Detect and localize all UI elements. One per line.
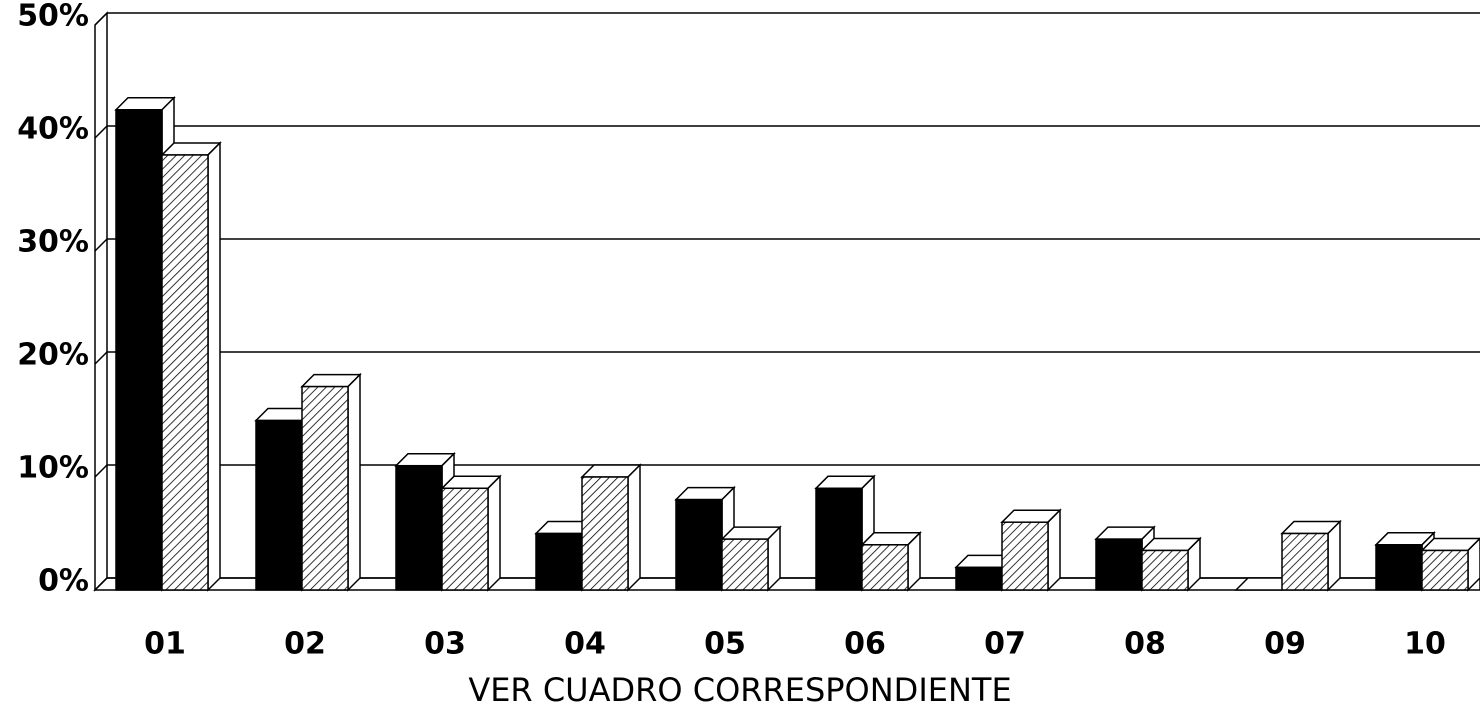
bar [1141, 549, 1189, 591]
bar [1421, 549, 1469, 591]
x-tick-label: 07 [984, 627, 1026, 662]
bar-side [487, 474, 501, 592]
grid-line-side [94, 351, 108, 365]
bar [1281, 532, 1329, 591]
x-tick-label: 08 [1124, 627, 1166, 662]
x-tick-label: 03 [424, 627, 466, 662]
bar [815, 487, 863, 591]
bar [581, 476, 629, 591]
bar [535, 532, 583, 591]
bar-side [1047, 508, 1061, 592]
bar [721, 538, 769, 591]
x-tick-label: 05 [704, 627, 746, 662]
bar [861, 544, 909, 591]
bar-side [1327, 519, 1341, 592]
x-tick-label: 04 [564, 627, 606, 662]
x-tick-label: 06 [844, 627, 886, 662]
bar-side [347, 372, 361, 592]
bar [955, 566, 1003, 591]
y-tick-label: 50% [17, 0, 89, 34]
grid-line-side [94, 577, 108, 591]
grid-line-side [94, 464, 108, 478]
left-wall [94, 11, 108, 592]
y-tick-label: 30% [17, 225, 89, 260]
bar-side [767, 525, 781, 592]
bar [1001, 521, 1049, 591]
x-tick-label: 02 [284, 627, 326, 662]
bar-side [207, 141, 221, 592]
bar [675, 498, 723, 591]
bar [115, 109, 163, 591]
bar [395, 464, 443, 591]
bar [1375, 544, 1423, 591]
bar [1095, 538, 1143, 591]
bar [161, 154, 209, 591]
y-tick-label: 10% [17, 451, 89, 486]
grid-line-side [94, 125, 108, 139]
x-tick-label: 01 [144, 627, 186, 662]
bar [441, 487, 489, 591]
x-tick-label: 10 [1404, 627, 1446, 662]
grid-line-side [94, 12, 108, 26]
grid-line-side [94, 238, 108, 252]
bar [301, 385, 349, 591]
y-tick-label: 0% [38, 564, 89, 599]
x-tick-label: 09 [1264, 627, 1306, 662]
bar-side [627, 463, 641, 592]
y-tick-label: 40% [17, 112, 89, 147]
bar [255, 419, 303, 591]
y-tick-label: 20% [17, 338, 89, 373]
x-axis-label: VER CUADRO CORRESPONDIENTE [468, 671, 1011, 709]
